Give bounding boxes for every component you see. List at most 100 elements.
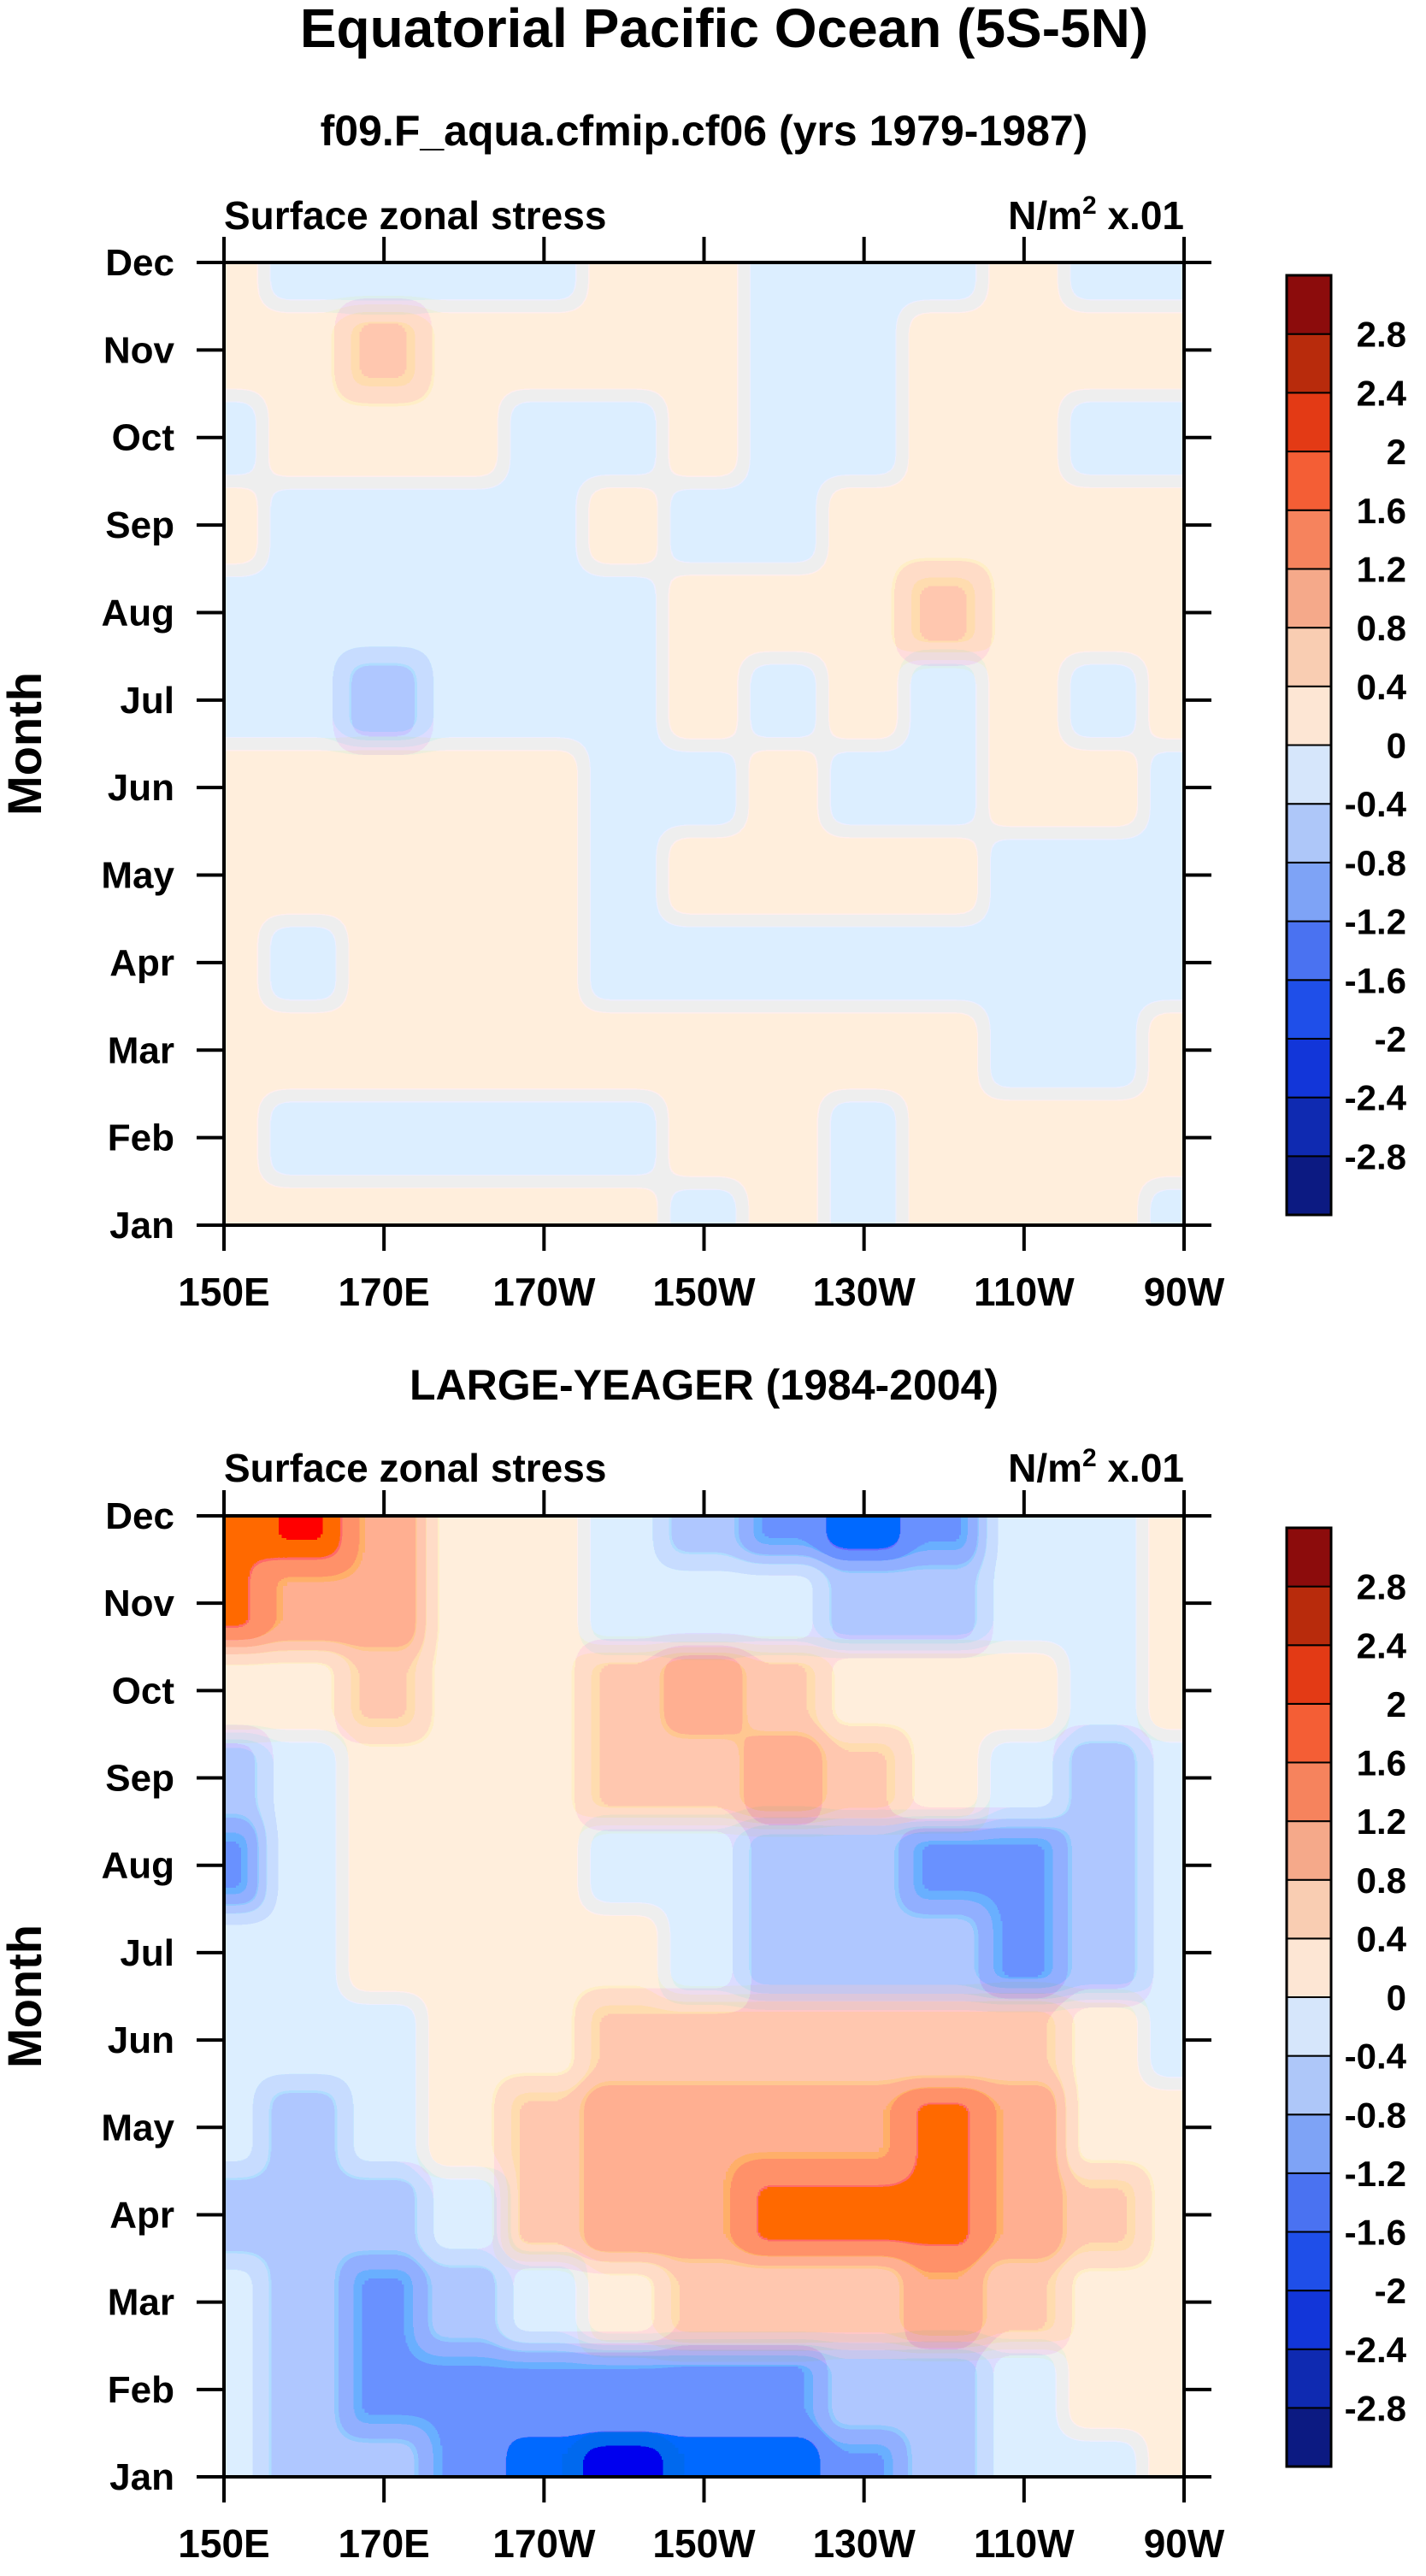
grid-cell (743, 1005, 825, 1095)
x-tick-label: 110W (974, 1270, 1075, 1314)
grid-cell (422, 568, 505, 657)
grid-cell (583, 262, 665, 308)
grid-cell (822, 480, 905, 570)
colorbar-label: -1.6 (1345, 960, 1406, 1000)
grid-cell (1143, 655, 1184, 745)
grid-cell (663, 1907, 745, 1997)
grid-cell (743, 830, 825, 920)
colorbar-frame (1285, 1526, 1333, 2468)
grid-cell (1143, 2083, 1184, 2172)
colorbar-box (1286, 2407, 1332, 2467)
grid-cell (583, 568, 665, 657)
grid-cell (224, 1820, 265, 1910)
colorbar-box (1286, 1702, 1332, 1764)
grid-cell (262, 568, 345, 657)
grid-cell (343, 1646, 425, 1736)
grid-cell (503, 917, 586, 1008)
grid-cell (822, 917, 905, 1008)
grid-cell (503, 743, 586, 833)
grid-cell (343, 743, 425, 833)
grid-cell (224, 568, 265, 657)
grid-cell (262, 262, 345, 308)
grid-cell (983, 262, 1065, 308)
grid-cell (903, 743, 986, 833)
grid-cell (583, 2170, 665, 2260)
grid-cell (983, 2170, 1065, 2260)
grid-cell (1063, 1907, 1146, 1997)
grid-cell (743, 392, 825, 482)
grid-cell (663, 1516, 745, 1561)
grid-cell (1143, 1820, 1184, 1910)
grid-cell (583, 1559, 665, 1648)
colorbar-box (1286, 803, 1332, 864)
grid-cell (262, 1516, 345, 1561)
colorbar-box (1286, 861, 1332, 923)
grid-cell (1143, 2170, 1184, 2260)
grid-cell (422, 1093, 505, 1182)
colorbar-box (1286, 920, 1332, 981)
panel-title: LARGE-YEAGER (1984-2004) (410, 1361, 999, 1409)
grid-cell (1143, 1005, 1184, 1095)
colorbar-box (1286, 1996, 1332, 2057)
grid-cell (503, 568, 586, 657)
y-tick-label: Feb (108, 2369, 174, 2411)
grid-cell (822, 2083, 905, 2172)
grid-cell (663, 917, 745, 1008)
grid-cell (903, 1907, 986, 1997)
grid-cell (343, 1733, 425, 1823)
grid-cell (583, 392, 665, 482)
grid-cell (343, 305, 425, 395)
y-tick-label: Jan (109, 2456, 174, 2498)
grid-cell (343, 480, 425, 570)
grid-cell (224, 1516, 265, 1561)
grid-cell (822, 2432, 905, 2477)
grid-cell (822, 830, 905, 920)
grid-cell (983, 1733, 1065, 1823)
grid-cell (822, 305, 905, 395)
grid-cell (1063, 568, 1146, 657)
grid-cell (903, 2083, 986, 2172)
colorbar-label: -0.4 (1345, 2037, 1407, 2077)
colorbar-box (1286, 1820, 1332, 1881)
grid-cell (343, 1516, 425, 1561)
grid-cell (583, 2344, 665, 2434)
grid-cell (583, 917, 665, 1008)
grid-cell (663, 392, 745, 482)
grid-cell (1063, 305, 1146, 395)
y-tick-label: Feb (108, 1117, 174, 1159)
colorbar-label: 0.8 (1357, 1860, 1406, 1901)
grid-cell (903, 1995, 986, 2085)
colorbar-box (1286, 2172, 1332, 2233)
grid-cell (583, 1907, 665, 1997)
colorbar-label: -0.8 (1345, 843, 1406, 883)
grid-cell (903, 262, 986, 308)
grid-cell (1063, 1733, 1146, 1823)
grid-cell (663, 2083, 745, 2172)
grid-cell (822, 2344, 905, 2434)
grid-cell (1063, 480, 1146, 570)
grid-cell (822, 1559, 905, 1648)
grid-cell (343, 2344, 425, 2434)
grid-cell (903, 1733, 986, 1823)
colorbar-label: 1.6 (1357, 491, 1406, 531)
x-tick-label: 170W (492, 2521, 596, 2566)
grid-cell (743, 1093, 825, 1182)
grid-cell (224, 917, 265, 1008)
x-tick-label: 170W (492, 1270, 596, 1314)
panel-title: f09.F_aqua.cfmip.cf06 (yrs 1979-1987) (321, 107, 1088, 155)
colorbar-label: 0.4 (1357, 1919, 1407, 1959)
grid-cell (343, 2083, 425, 2172)
y-tick-label: Apr (109, 2194, 174, 2236)
y-tick-label: Aug (101, 1845, 174, 1887)
grid-cell (503, 1005, 586, 1095)
grid-cell (343, 262, 425, 308)
grid-cell (983, 1005, 1065, 1095)
grid-cell (983, 830, 1065, 920)
grid-cell (983, 1093, 1065, 1182)
grid-cell (983, 1559, 1065, 1648)
grid-cell (903, 305, 986, 395)
grid-cell (583, 1820, 665, 1910)
grid-cell (983, 2083, 1065, 2172)
grid-cell (583, 1646, 665, 1736)
grid-cell (903, 1646, 986, 1736)
